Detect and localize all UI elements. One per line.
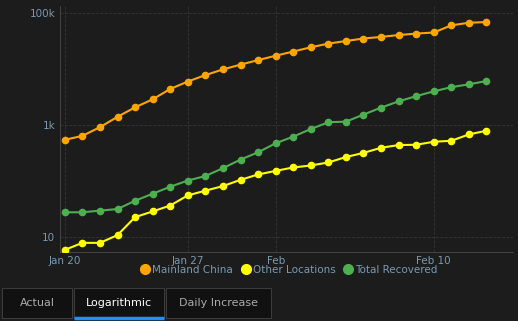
Legend: Mainland China, Other Locations, Total Recovered: Mainland China, Other Locations, Total R… xyxy=(138,261,442,279)
FancyBboxPatch shape xyxy=(2,288,72,318)
FancyBboxPatch shape xyxy=(74,288,164,318)
Text: Daily Increase: Daily Increase xyxy=(179,298,258,308)
Text: Actual: Actual xyxy=(20,298,54,308)
FancyBboxPatch shape xyxy=(166,288,271,318)
Text: Logarithmic: Logarithmic xyxy=(86,298,152,308)
